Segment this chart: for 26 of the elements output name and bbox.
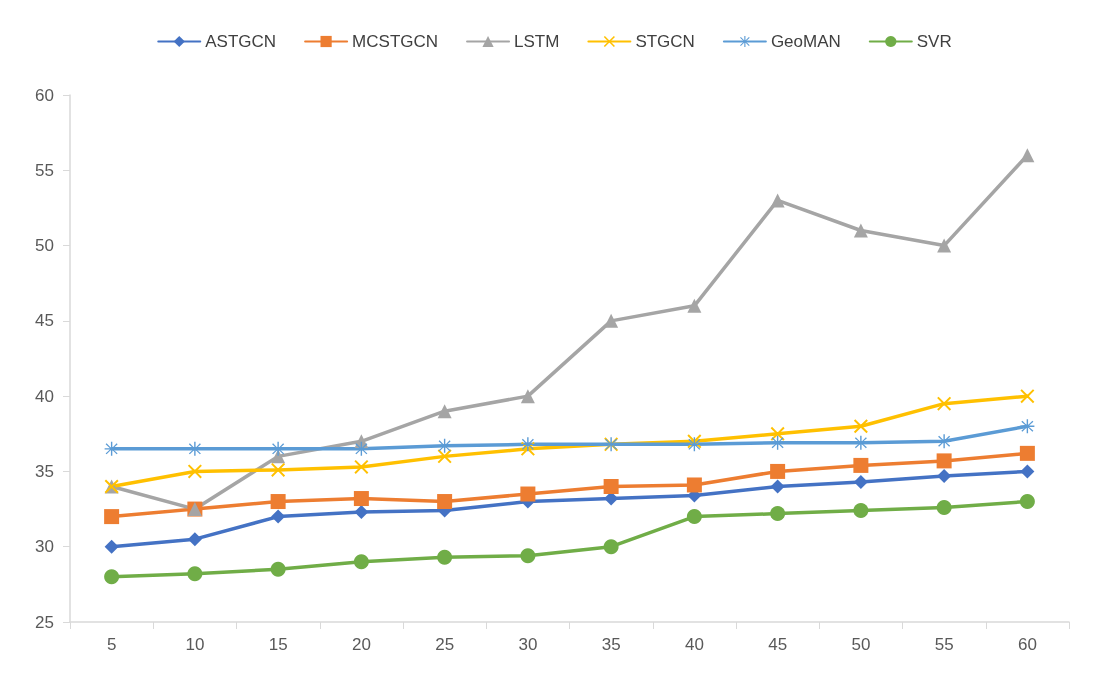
x-tick-label: 60 [1017, 635, 1037, 654]
x-tick-label: 25 [435, 635, 455, 654]
x-tick-label: 30 [518, 635, 538, 654]
y-tick-label: 35 [35, 461, 54, 481]
x-tick-label: 5 [106, 635, 117, 654]
x-tick-label: 55 [934, 635, 954, 654]
x-tick-label: 35 [601, 635, 621, 654]
legend-label: STGCN [635, 32, 695, 51]
x-tick-label: 15 [268, 635, 288, 654]
x-tick-label: 10 [185, 635, 205, 654]
y-tick-label: 60 [35, 85, 54, 105]
y-tick-label: 50 [35, 236, 54, 256]
y-tick-label: 40 [35, 386, 54, 406]
legend-label: GeoMAN [770, 32, 841, 51]
legend-label: LSTM [514, 32, 560, 51]
legend-label: MCSTGCN [352, 32, 439, 51]
y-tick-label: 55 [35, 160, 54, 180]
legend-label: ASTGCN [205, 32, 277, 51]
x-tick-label: 20 [351, 635, 371, 654]
x-tick-label: 50 [851, 635, 871, 654]
x-tick-label: 40 [684, 635, 704, 654]
y-tick-label: 30 [35, 537, 54, 557]
y-tick-label: 25 [35, 612, 54, 632]
y-tick-label: 45 [35, 311, 54, 331]
x-tick-label: 45 [768, 635, 788, 654]
legend-label: SVR [916, 32, 952, 51]
